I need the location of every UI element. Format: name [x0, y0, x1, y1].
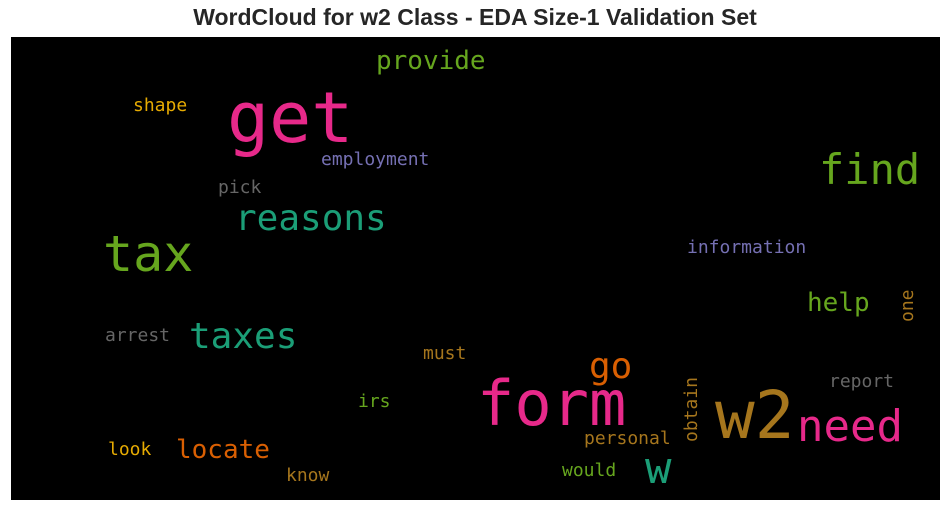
word-taxes: taxes: [189, 316, 298, 357]
word-pick: pick: [218, 177, 262, 198]
word-w: w: [645, 443, 672, 494]
word-w2: w2: [715, 377, 795, 454]
word-form: form: [477, 367, 627, 440]
word-reasons: reasons: [235, 198, 387, 239]
word-look: look: [108, 439, 152, 460]
word-find: find: [819, 145, 921, 194]
word-report: report: [829, 371, 895, 392]
word-information: information: [687, 237, 807, 258]
chart-title: WordCloud for w2 Class - EDA Size-1 Vali…: [193, 4, 757, 30]
word-one: one: [897, 289, 918, 322]
word-arrest: arrest: [105, 325, 171, 346]
word-get: get: [227, 77, 354, 159]
word-tax: tax: [103, 225, 194, 283]
wordcloud-canvas: get form w2 need tax find w reasons taxes go locat…: [11, 37, 940, 500]
word-personal: personal: [584, 428, 671, 449]
word-employment: employment: [321, 149, 430, 170]
word-help: help: [807, 288, 870, 318]
word-go: go: [589, 346, 633, 387]
word-would: would: [562, 460, 617, 481]
word-need: need: [797, 401, 903, 452]
word-irs: irs: [358, 391, 391, 412]
word-must: must: [423, 343, 467, 364]
word-locate: locate: [176, 435, 270, 465]
word-obtain: obtain: [681, 376, 702, 442]
word-provide: provide: [376, 46, 486, 76]
word-know: know: [286, 465, 330, 486]
word-shape: shape: [133, 95, 188, 116]
